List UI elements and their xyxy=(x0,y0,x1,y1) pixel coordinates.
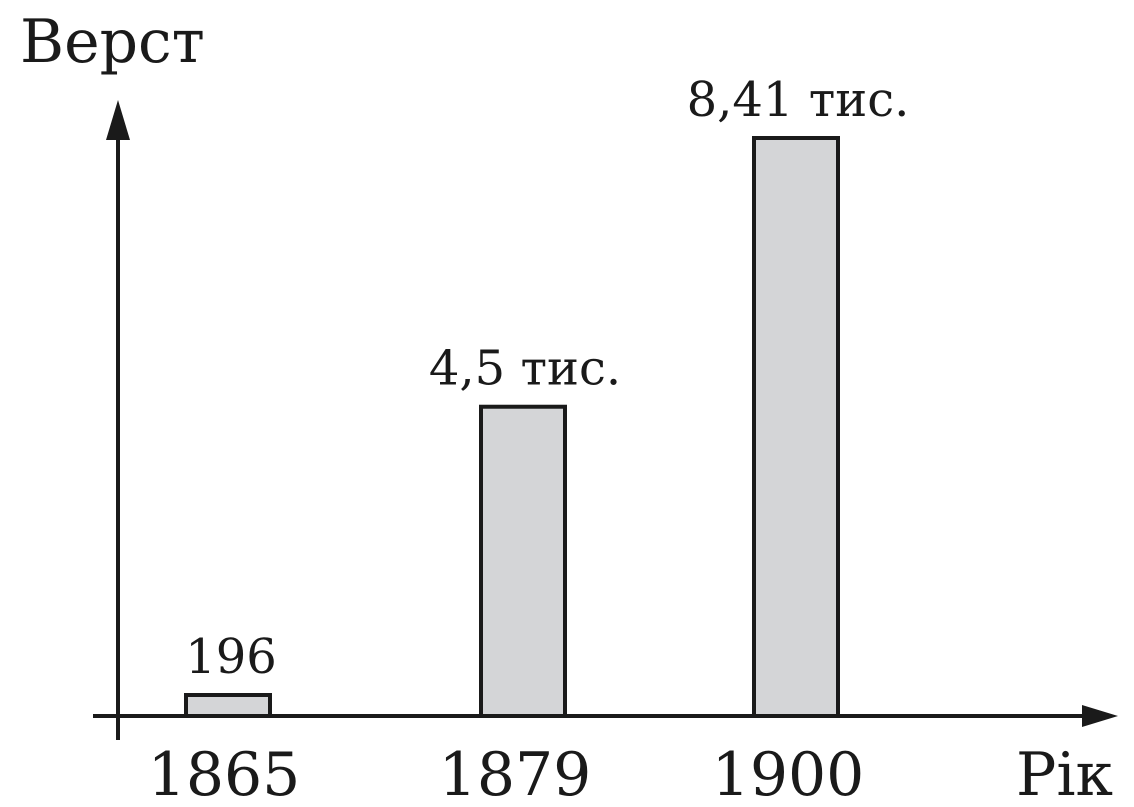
x-tick-label-1900: 1900 xyxy=(712,740,865,807)
bars-group xyxy=(184,136,840,718)
data-label-1900: 8,41 тис. xyxy=(687,72,910,128)
y-axis-arrow-icon xyxy=(106,100,130,140)
x-axis-arrow-icon xyxy=(1082,705,1118,727)
x-tick-label-1865: 1865 xyxy=(148,740,301,807)
data-label-1865: 196 xyxy=(185,629,277,685)
x-axis-title: Рік xyxy=(1016,740,1113,807)
data-label-1879: 4,5 тис. xyxy=(429,341,621,397)
x-tick-label-1879: 1879 xyxy=(439,740,592,807)
labels-group: 196 1865 4,5 тис. 1879 8,41 тис. 1900 xyxy=(148,72,910,807)
bar-1879 xyxy=(479,404,567,718)
bar-1900 xyxy=(752,136,840,718)
y-axis-title: Верст xyxy=(20,7,205,77)
bar-1865 xyxy=(184,693,272,718)
